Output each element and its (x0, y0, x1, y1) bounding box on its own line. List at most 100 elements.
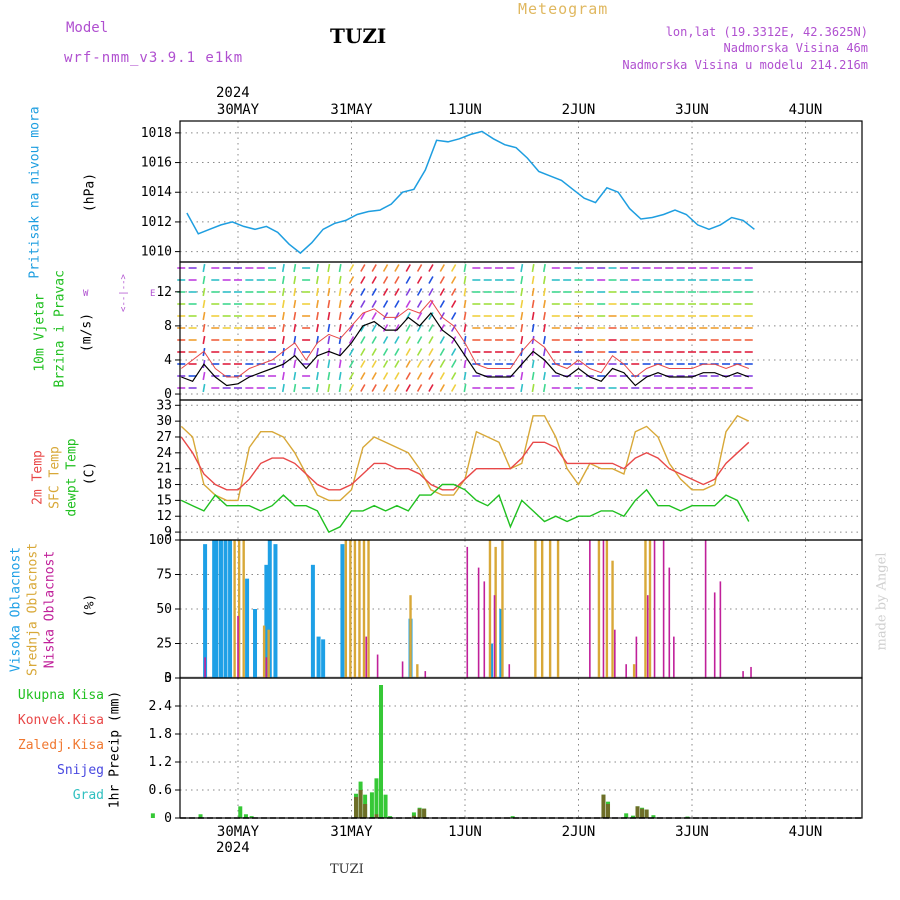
mid-cloud-bar (534, 540, 537, 678)
wind-arrow (338, 359, 342, 369)
wind-arrow (338, 263, 342, 273)
precip-conv-bar (644, 809, 649, 818)
wind-arrow (360, 276, 366, 284)
mid-cloud-bar (548, 540, 552, 678)
wind-arrow (338, 371, 342, 381)
wind-arrow (520, 311, 524, 321)
mid-cloud-bar (501, 540, 504, 678)
wind-arrow (327, 335, 331, 345)
wind-arrow (202, 323, 206, 333)
precip-total-bar (238, 806, 243, 818)
wind-arrow (394, 264, 400, 272)
wind-arrow (281, 275, 285, 285)
wind-arrow (439, 288, 445, 296)
wind-arrow (327, 311, 331, 321)
precip-conv-bar (363, 804, 368, 818)
wind-arrow (348, 324, 355, 332)
high-cloud-bar (316, 636, 321, 678)
precip-conv-bar (606, 804, 611, 818)
wind-arrow (520, 335, 524, 345)
low-cloud-bar (401, 661, 404, 678)
wind-arrow (416, 276, 423, 284)
wind-arrow (463, 323, 467, 333)
wind-arrow (382, 288, 389, 296)
precip-total-bar (651, 815, 656, 818)
wind-arrow (315, 275, 319, 285)
wind-arrow (394, 336, 400, 344)
high-cloud-bar (264, 564, 269, 678)
wind-arrow (416, 384, 423, 392)
wind-arrow (315, 311, 319, 321)
wind-arrow (416, 348, 423, 356)
wind-ytick-label: 12 (156, 285, 172, 300)
bottom-day-label: 3JUN (675, 824, 709, 840)
wind-arrow (338, 347, 342, 357)
wind-arrow (371, 264, 377, 272)
cloud-ytick-label: 75 (156, 568, 172, 583)
wind-arrow (371, 324, 377, 332)
wind-arrow (463, 311, 467, 321)
wind-arrow (382, 324, 389, 332)
wind-arrow (202, 335, 206, 345)
mid-cloud-bar (644, 540, 647, 678)
wind-arrow (293, 299, 297, 309)
wind-arrow (338, 275, 342, 285)
wind-arrow (281, 335, 285, 345)
mid-cloud-bar (233, 540, 236, 678)
mid-cloud-bar (237, 540, 241, 678)
low-cloud-bar (466, 546, 469, 678)
wind-arrow (542, 263, 546, 273)
compass-w: W (83, 289, 89, 299)
pressure-ytick-label: 1018 (141, 126, 172, 141)
wind-arrow (463, 275, 467, 285)
meteogram-title: Meteogram (518, 0, 609, 18)
wind-arrow (428, 348, 434, 356)
wind-arrow (463, 371, 467, 381)
precip-conv-bar (635, 806, 640, 818)
wind-arrow (531, 287, 535, 297)
wind-arrow (439, 384, 445, 392)
wind-arrow (371, 372, 377, 380)
wind-arrow (450, 300, 457, 308)
wind-arrow (531, 371, 535, 381)
low-cloud-bar (653, 540, 656, 678)
high-cloud-bar (212, 540, 217, 678)
low-cloud-bar (742, 671, 744, 678)
top-day-label: 31MAY (330, 102, 373, 118)
wind-arrow (315, 299, 319, 309)
wind-arrow (405, 372, 411, 380)
top-day-label: 3JUN (675, 102, 709, 118)
wind-arrow (382, 372, 389, 380)
low-cloud-bar (508, 664, 511, 678)
compass-e: E (150, 289, 156, 299)
footer-station: TUZI (330, 862, 364, 877)
wind-arrow (405, 288, 411, 296)
wind-arrow (450, 348, 457, 356)
wind-arrow (371, 348, 377, 356)
wind-arrow (463, 383, 467, 393)
wind-arrow (315, 287, 319, 297)
temperature-ytick-label: 21 (156, 462, 172, 477)
wind-arrow (428, 360, 434, 368)
station-title: TUZI (330, 24, 387, 48)
wind-arrow (394, 312, 400, 320)
wind-arrow (416, 312, 423, 320)
precip-total-bar (198, 814, 203, 818)
precip-total-bar (510, 816, 515, 818)
low-cloud-bar (625, 664, 627, 678)
wind-arrow (416, 264, 423, 272)
wind-arrow (428, 288, 434, 296)
precip-conv-bar (601, 794, 606, 818)
cloud-ytick-label: 25 (156, 637, 172, 652)
wind-arrow (315, 371, 319, 381)
precip-frame (179, 677, 863, 819)
wind-arrow (439, 276, 445, 284)
wind-arrow (360, 264, 366, 272)
precip-total-label: Ukupna Kisa (17, 688, 104, 703)
pressure-ytick-label: 1012 (141, 215, 172, 230)
high-cloud-bar (245, 578, 250, 678)
wind-arrow (293, 287, 297, 297)
mid-cloud-bar (416, 664, 419, 678)
model-elevation: Nadmorska Visina u modelu 214.216m (622, 58, 868, 72)
low-cloud-bar (673, 636, 675, 678)
